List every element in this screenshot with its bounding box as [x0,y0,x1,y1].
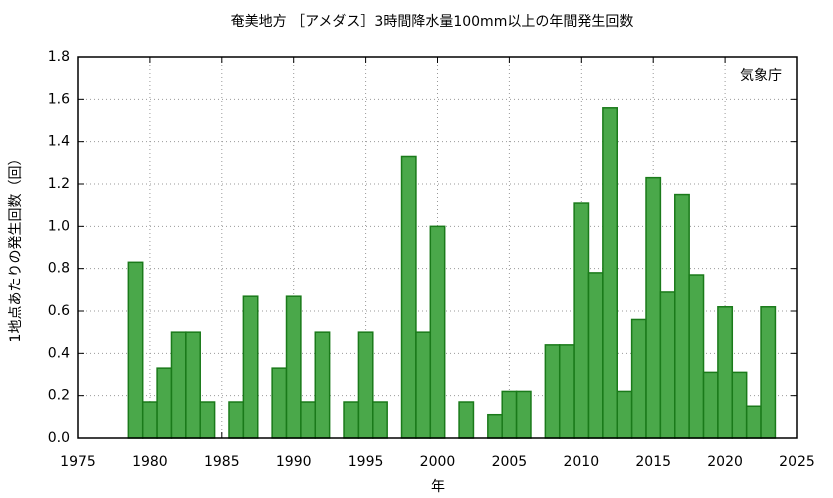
bar [156,367,173,439]
bar [515,390,532,439]
x-tick-label: 2000 [420,454,456,470]
x-tick-label: 1995 [348,454,384,470]
bar [357,331,374,439]
x-tick-label: 1985 [204,454,240,470]
bar [285,295,302,439]
bar [185,331,201,439]
y-tick-label: 0.8 [48,261,70,277]
plot-frame [77,56,798,439]
bar [127,261,144,439]
bar [141,401,158,439]
y-axis-label: 1地点あたりの発生回数（回） [8,152,24,343]
x-tick-label: 2015 [635,454,671,470]
chart-title: 奄美地方 ［アメダス］3時間降水量100mm以上の年間発生回数 [231,14,634,30]
bar [199,401,216,439]
x-tick-label: 1980 [132,454,168,470]
bar [343,401,360,439]
bar [630,318,647,439]
bar [688,274,705,439]
bar [702,371,719,439]
bar [573,202,590,439]
bar [674,193,690,439]
y-tick-label: 1.4 [48,134,70,150]
bar [602,107,618,439]
y-tick-label: 1.2 [48,176,70,192]
y-tick-label: 0.4 [48,345,70,361]
bar [228,401,245,439]
bar [745,405,762,439]
bar [487,413,503,439]
x-tick-label: 2010 [563,454,599,470]
bar [372,401,388,439]
bar [717,306,734,439]
y-tick-label: 0.0 [48,430,70,446]
bar [616,390,633,439]
bar [458,401,475,439]
bar [760,306,777,439]
x-tick-label: 2020 [707,454,743,470]
annotation: 気象庁 [740,68,782,84]
bar [544,344,561,439]
y-tick-label: 0.6 [48,303,70,319]
x-axis-label: 年 [431,479,445,495]
y-tick-label: 1.8 [48,49,70,65]
bar [645,176,662,439]
bar [429,225,446,439]
bar [271,367,288,439]
bar [300,401,317,439]
y-tick-label: 0.2 [48,388,70,404]
bar [731,371,748,439]
bar [501,390,518,439]
bar [587,272,604,439]
bar [659,291,676,439]
bar [415,331,432,439]
x-tick-label: 2025 [779,454,815,470]
bar [400,155,417,439]
y-tick-label: 1.6 [48,91,70,107]
x-tick-label: 2005 [492,454,528,470]
x-tick-label: 1990 [276,454,312,470]
bar [170,331,187,439]
y-tick-label: 1.0 [48,218,70,234]
bar [314,331,331,439]
bar [558,344,575,439]
bar [242,295,259,439]
x-tick-label: 1975 [60,454,96,470]
